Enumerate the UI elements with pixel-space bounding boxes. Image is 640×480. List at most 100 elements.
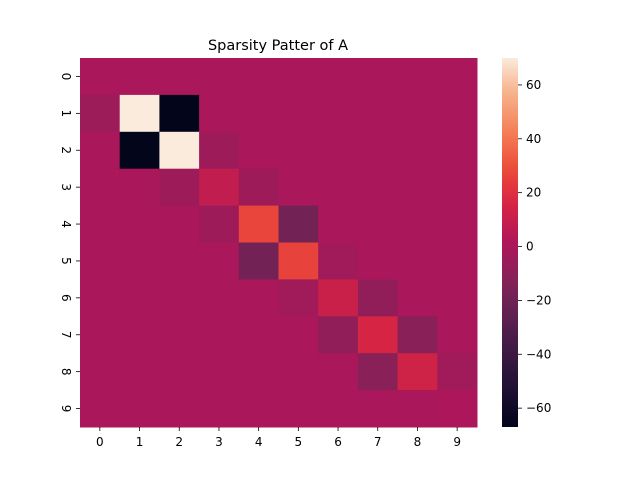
- heatmap-cell-r8-c4: [238, 353, 279, 391]
- x-axis: 0 1 2 3 4 5 6 7 8 9: [96, 427, 461, 449]
- heatmap-cell-r7-c6: [318, 316, 359, 354]
- heatmap-cell-r7-c5: [278, 316, 319, 354]
- heatmap-cell-r3-c9: [437, 168, 478, 207]
- y-tick-label: 1: [59, 110, 73, 118]
- heatmap-cell-r2-c6: [318, 131, 359, 170]
- y-axis: 0 1 2 3 4 5 6 7 8 9: [59, 73, 80, 413]
- x-tick-label: 4: [255, 435, 263, 449]
- heatmap-cell-r7-c9: [437, 316, 478, 354]
- heatmap-cell-r9-c6: [318, 390, 359, 428]
- heatmap-cell-r8-c3: [199, 353, 240, 391]
- heatmap-cell-r1-c2: [159, 94, 200, 133]
- heatmap-cell-r1-c4: [238, 94, 279, 133]
- heatmap-cell-r0-c6: [318, 58, 359, 96]
- heatmap-cell-r6-c4: [238, 279, 279, 317]
- heatmap-cell-r6-c2: [159, 279, 200, 317]
- heatmap-cell-r5-c2: [159, 242, 200, 280]
- heatmap-cell-r2-c4: [238, 131, 279, 170]
- heatmap-cell-r5-c3: [199, 242, 240, 280]
- colorbar-tick-label: 40: [526, 132, 541, 146]
- heatmap-cell-r5-c4: [238, 242, 279, 280]
- heatmap-cell-r9-c1: [119, 390, 160, 428]
- heatmap-cell-r2-c8: [397, 131, 438, 170]
- x-tick-label: 3: [215, 435, 223, 449]
- heatmap-cell-r6-c1: [119, 279, 160, 317]
- chart-title: Sparsity Patter of A: [208, 38, 348, 54]
- heatmap-cell-r8-c0: [80, 353, 121, 391]
- heatmap-cell-r8-c2: [159, 353, 200, 391]
- heatmap-cell-r5-c6: [318, 242, 359, 280]
- heatmap-cell-r0-c0: [80, 58, 121, 96]
- heatmap-cell-r6-c5: [278, 279, 319, 317]
- heatmap-cell-r7-c2: [159, 316, 200, 354]
- y-tick-label: 2: [59, 146, 73, 154]
- y-tick-label: 9: [59, 405, 73, 413]
- y-tick-label: 0: [59, 73, 73, 81]
- heatmap-cell-r5-c0: [80, 242, 121, 280]
- heatmap-cell-r7-c1: [119, 316, 160, 354]
- colorbar-axis: 60 40 20 0 −20 −40 −60: [518, 78, 551, 415]
- heatmap-cell-r1-c1: [119, 94, 160, 133]
- heatmap-cell-r3-c3: [199, 168, 240, 207]
- heatmap-cell-r4-c2: [159, 205, 200, 243]
- colorbar-tick-label: 60: [526, 78, 541, 92]
- colorbar: [502, 58, 518, 427]
- heatmap-cell-r6-c6: [318, 279, 359, 317]
- heatmap-cell-r5-c7: [357, 242, 399, 280]
- heatmap-cell-r1-c7: [357, 94, 399, 133]
- heatmap-cell-r5-c9: [437, 242, 478, 280]
- heatmap-cell-r3-c6: [318, 168, 359, 207]
- heatmap-cell-r9-c9: [437, 390, 478, 428]
- heatmap-cell-r5-c8: [397, 242, 438, 280]
- x-tick-label: 8: [414, 435, 422, 449]
- heatmap-cell-r8-c6: [318, 353, 359, 391]
- heatmap-cell-r1-c8: [397, 94, 438, 133]
- heatmap-cell-r3-c8: [397, 168, 438, 207]
- colorbar-tick-label: −20: [526, 293, 551, 307]
- heatmap-cell-r9-c3: [199, 390, 240, 428]
- heatmap-cell-r4-c9: [437, 205, 478, 243]
- heatmap-cell-r7-c8: [397, 316, 438, 354]
- heatmap-cell-r1-c0: [80, 94, 121, 133]
- heatmap-cell-r7-c0: [80, 316, 121, 354]
- heatmap-cell-r3-c0: [80, 168, 121, 207]
- y-tick-label: 5: [59, 257, 73, 265]
- heatmap-cell-r4-c1: [119, 205, 160, 243]
- heatmap-cell-r6-c8: [397, 279, 438, 317]
- heatmap-cell-r2-c3: [199, 131, 240, 170]
- y-tick-label: 4: [59, 220, 73, 228]
- x-tick-label: 1: [136, 435, 144, 449]
- heatmap-cell-r9-c5: [278, 390, 319, 428]
- heatmap-cell-r4-c0: [80, 205, 121, 243]
- y-tick-label: 8: [59, 368, 73, 376]
- heatmap-cell-r1-c9: [437, 94, 478, 133]
- heatmap-cell-r4-c3: [199, 205, 240, 243]
- heatmap-cell-r3-c7: [357, 168, 399, 207]
- heatmap-cell-r3-c2: [159, 168, 200, 207]
- heatmap-cell-r5-c1: [119, 242, 160, 280]
- heatmap-cell-r4-c5: [278, 205, 319, 243]
- heatmap-cell-r3-c5: [278, 168, 319, 207]
- heatmap-cell-r4-c4: [238, 205, 279, 243]
- y-tick-label: 6: [59, 294, 73, 302]
- heatmap-cell-r4-c8: [397, 205, 438, 243]
- heatmap-cell-r4-c6: [318, 205, 359, 243]
- heatmap-cell-r1-c3: [199, 94, 240, 133]
- y-tick-label: 3: [59, 183, 73, 191]
- x-tick-label: 6: [334, 435, 342, 449]
- heatmap-cell-r2-c2: [159, 131, 200, 170]
- heatmap-cell-r2-c5: [278, 131, 319, 170]
- heatmap-cell-r6-c9: [437, 279, 478, 317]
- heatmap-cell-r0-c8: [397, 58, 438, 96]
- heatmap-cell-r0-c5: [278, 58, 319, 96]
- heatmap-cell-r1-c6: [318, 94, 359, 133]
- y-tick-label: 7: [59, 331, 73, 339]
- heatmap-cell-r7-c3: [199, 316, 240, 354]
- colorbar-tick-label: 0: [526, 240, 534, 254]
- heatmap-cell-r3-c4: [238, 168, 279, 207]
- heatmap-cell-r0-c4: [238, 58, 279, 96]
- heatmap-cell-r1-c5: [278, 94, 319, 133]
- heatmap-cell-r9-c4: [238, 390, 279, 428]
- colorbar-tick-label: −60: [526, 401, 551, 415]
